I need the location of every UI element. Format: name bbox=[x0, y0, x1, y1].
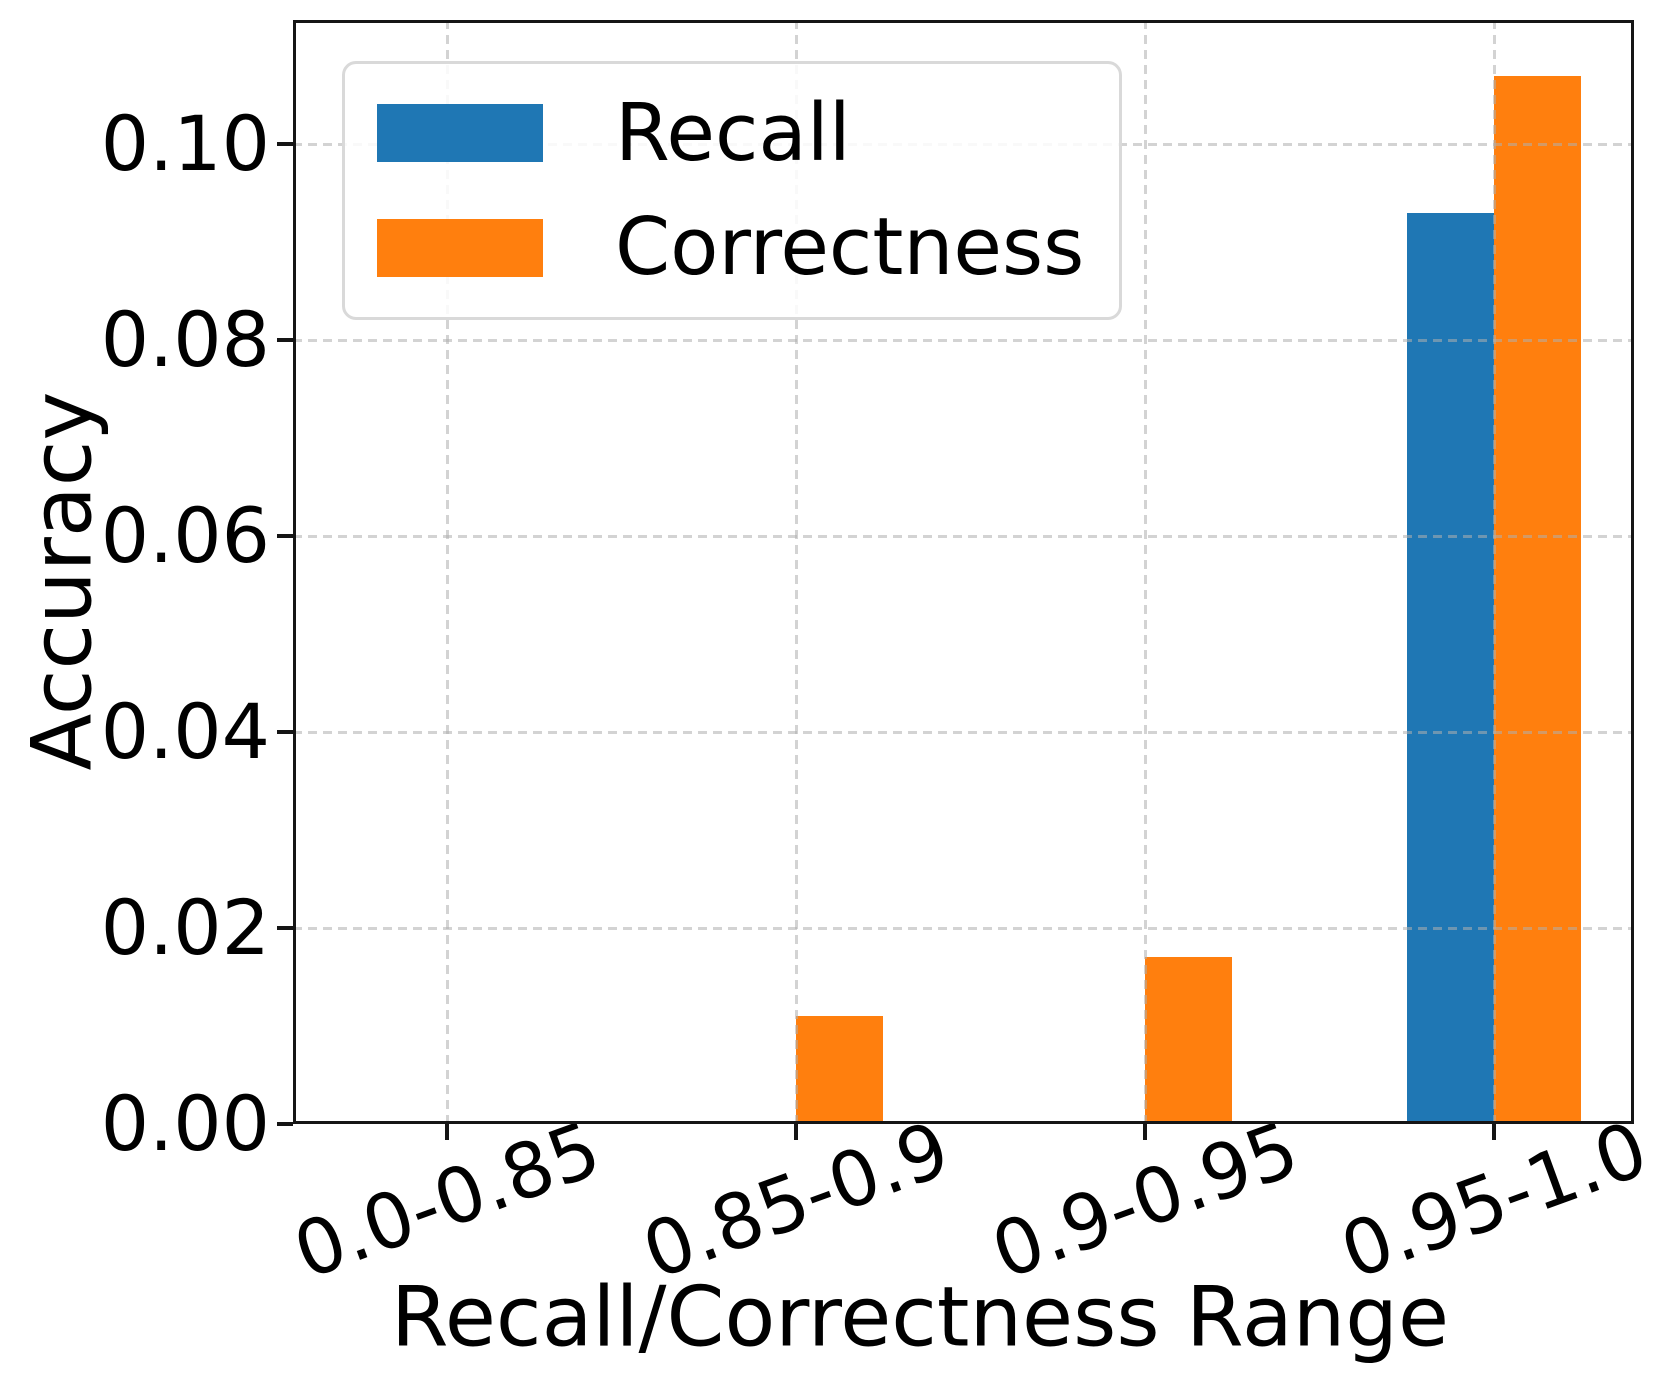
x-tick-mark bbox=[794, 1124, 798, 1140]
x-tick-mark bbox=[445, 1124, 449, 1140]
x-gridline bbox=[1493, 20, 1496, 1124]
legend-item-recall: Recall bbox=[345, 86, 1119, 179]
x-axis-label: Recall/Correctness Range bbox=[390, 1268, 1450, 1366]
y-tick-mark bbox=[277, 730, 293, 735]
legend-label: Correctness bbox=[615, 201, 1085, 294]
y-tick-label: 0.04 bbox=[100, 687, 270, 777]
y-tick-label: 0.00 bbox=[100, 1079, 270, 1168]
y-tick-label: 0.02 bbox=[100, 883, 270, 973]
x-tick-mark bbox=[1492, 1124, 1496, 1140]
x-gridline bbox=[795, 20, 798, 1124]
legend: Recall Correctness bbox=[342, 61, 1122, 320]
x-gridline bbox=[1144, 20, 1147, 1124]
y-gridline bbox=[293, 339, 1634, 343]
bar-correctness-0.9-0.95 bbox=[1145, 957, 1232, 1124]
legend-item-correctness: Correctness bbox=[345, 208, 1119, 287]
y-tick-mark bbox=[277, 142, 293, 147]
plot-area bbox=[293, 20, 1634, 1124]
y-axis-label: Accuracy bbox=[13, 391, 111, 771]
y-tick-mark bbox=[277, 534, 293, 539]
legend-swatch-recall bbox=[377, 104, 543, 163]
y-gridline bbox=[293, 927, 1634, 931]
y-tick-label: 0.10 bbox=[100, 99, 270, 189]
legend-swatch-correctness bbox=[377, 218, 543, 277]
legend-label: Recall bbox=[615, 86, 851, 179]
y-gridline bbox=[293, 535, 1634, 539]
y-gridline bbox=[293, 731, 1634, 735]
y-tick-mark bbox=[277, 338, 293, 343]
bar-correctness-0.95-1.0 bbox=[1494, 75, 1581, 1124]
y-tick-label: 0.06 bbox=[100, 491, 270, 581]
bar-recall-0.95-1.0 bbox=[1407, 212, 1494, 1124]
x-tick-mark bbox=[1143, 1124, 1147, 1140]
y-tick-mark bbox=[277, 926, 293, 931]
x-gridline bbox=[446, 20, 449, 1124]
bar-correctness-0.85-0.9 bbox=[796, 1016, 883, 1124]
y-tick-mark bbox=[277, 1122, 293, 1126]
y-tick-label: 0.08 bbox=[100, 295, 270, 385]
